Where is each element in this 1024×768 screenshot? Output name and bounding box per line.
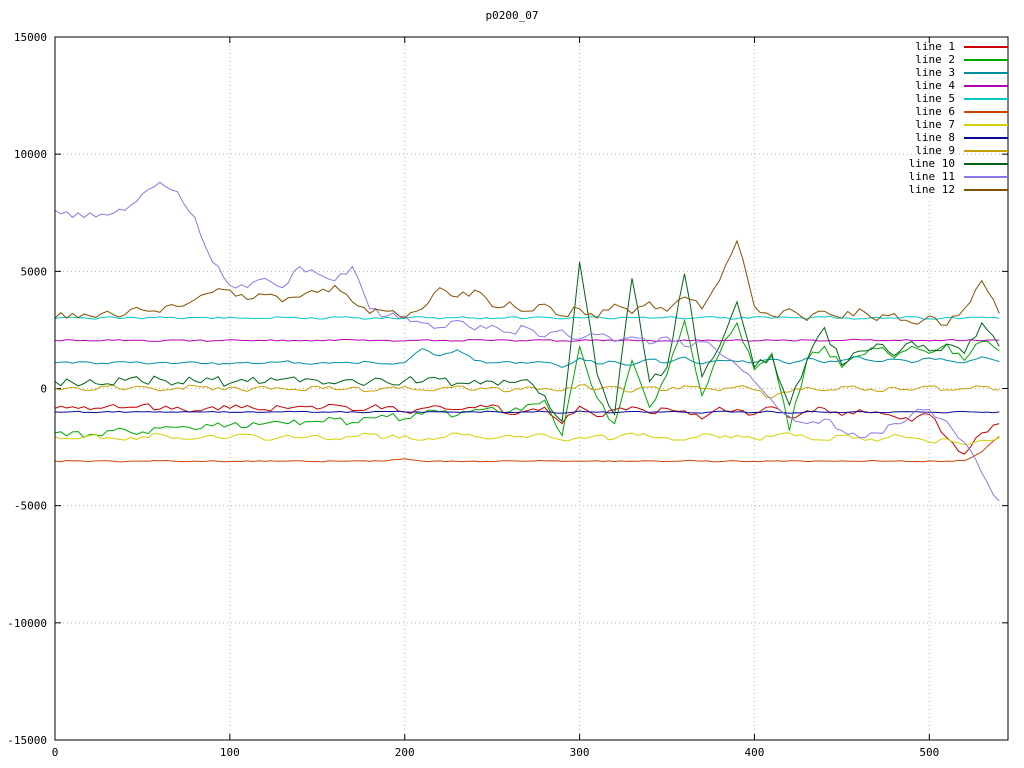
legend-item: line 3	[909, 66, 1008, 79]
y-tick-label: -15000	[7, 734, 47, 747]
legend-item: line 6	[909, 105, 1008, 118]
y-tick-label: 10000	[14, 148, 47, 161]
series-line-11	[54, 181, 1000, 502]
legend-item: line 2	[909, 53, 1008, 66]
legend-item: line 8	[909, 131, 1008, 144]
y-tick-label: -10000	[7, 617, 47, 630]
x-tick-label: 100	[220, 746, 240, 759]
legend-label: line 9	[915, 144, 955, 157]
series-line-3	[54, 348, 1000, 368]
legend-label: line 10	[908, 157, 955, 170]
legend-label: line 5	[915, 92, 955, 105]
legend-item: line 9	[909, 144, 1008, 157]
legend-line-sample	[964, 162, 1008, 165]
legend-label: line 4	[915, 79, 955, 92]
legend-line-sample	[964, 97, 1008, 100]
legend-label: line 8	[915, 131, 955, 144]
series-line-1	[54, 403, 1000, 455]
legend-item: line 7	[909, 118, 1008, 131]
legend-item: line 10	[909, 157, 1008, 170]
legend-label: line 6	[915, 105, 955, 118]
legend-item: line 4	[909, 79, 1008, 92]
y-tick-label: -5000	[14, 500, 47, 513]
chart-title: p0200_07	[485, 9, 539, 22]
legend-line-sample	[964, 175, 1008, 178]
series-line-6	[54, 436, 1000, 463]
x-tick-label: 400	[745, 746, 765, 759]
series-line-9	[54, 384, 1000, 399]
series-line-10	[54, 261, 1000, 423]
y-tick-label: 0	[40, 383, 47, 396]
legend-line-sample	[964, 110, 1008, 113]
y-tick-label: 5000	[21, 265, 48, 278]
y-tick-label: 15000	[14, 31, 47, 44]
legend-line-sample	[964, 123, 1008, 126]
x-tick-label: 300	[570, 746, 590, 759]
x-tick-label: 200	[395, 746, 415, 759]
legend-item: line 1	[909, 40, 1008, 53]
legend-line-sample	[964, 84, 1008, 87]
series-line-5	[54, 315, 1000, 320]
legend-line-sample	[964, 188, 1008, 191]
legend: line 1 line 2 line 3 line 4 line 5 line 6 line…	[909, 40, 1008, 196]
legend-item: line 12	[909, 183, 1008, 196]
legend-line-sample	[964, 45, 1008, 48]
plot-border	[54, 36, 1009, 741]
series-line-12	[54, 239, 1000, 326]
legend-label: line 7	[915, 118, 955, 131]
legend-line-sample	[964, 71, 1008, 74]
legend-label: line 11	[908, 170, 955, 183]
legend-label: line 1	[915, 40, 955, 53]
series-line-4	[54, 338, 1000, 342]
legend-label: line 2	[915, 53, 955, 66]
legend-item: line 11	[909, 170, 1008, 183]
legend-line-sample	[964, 149, 1008, 152]
series-line-8	[54, 410, 1000, 414]
x-tick-label: 0	[52, 746, 59, 759]
x-tick-label: 500	[919, 746, 939, 759]
series-line-7	[54, 432, 1000, 446]
legend-line-sample	[964, 58, 1008, 61]
legend-label: line 12	[908, 183, 955, 196]
series-line-2	[54, 318, 1000, 439]
legend-label: line 3	[915, 66, 955, 79]
legend-item: line 5	[909, 92, 1008, 105]
legend-line-sample	[964, 136, 1008, 139]
